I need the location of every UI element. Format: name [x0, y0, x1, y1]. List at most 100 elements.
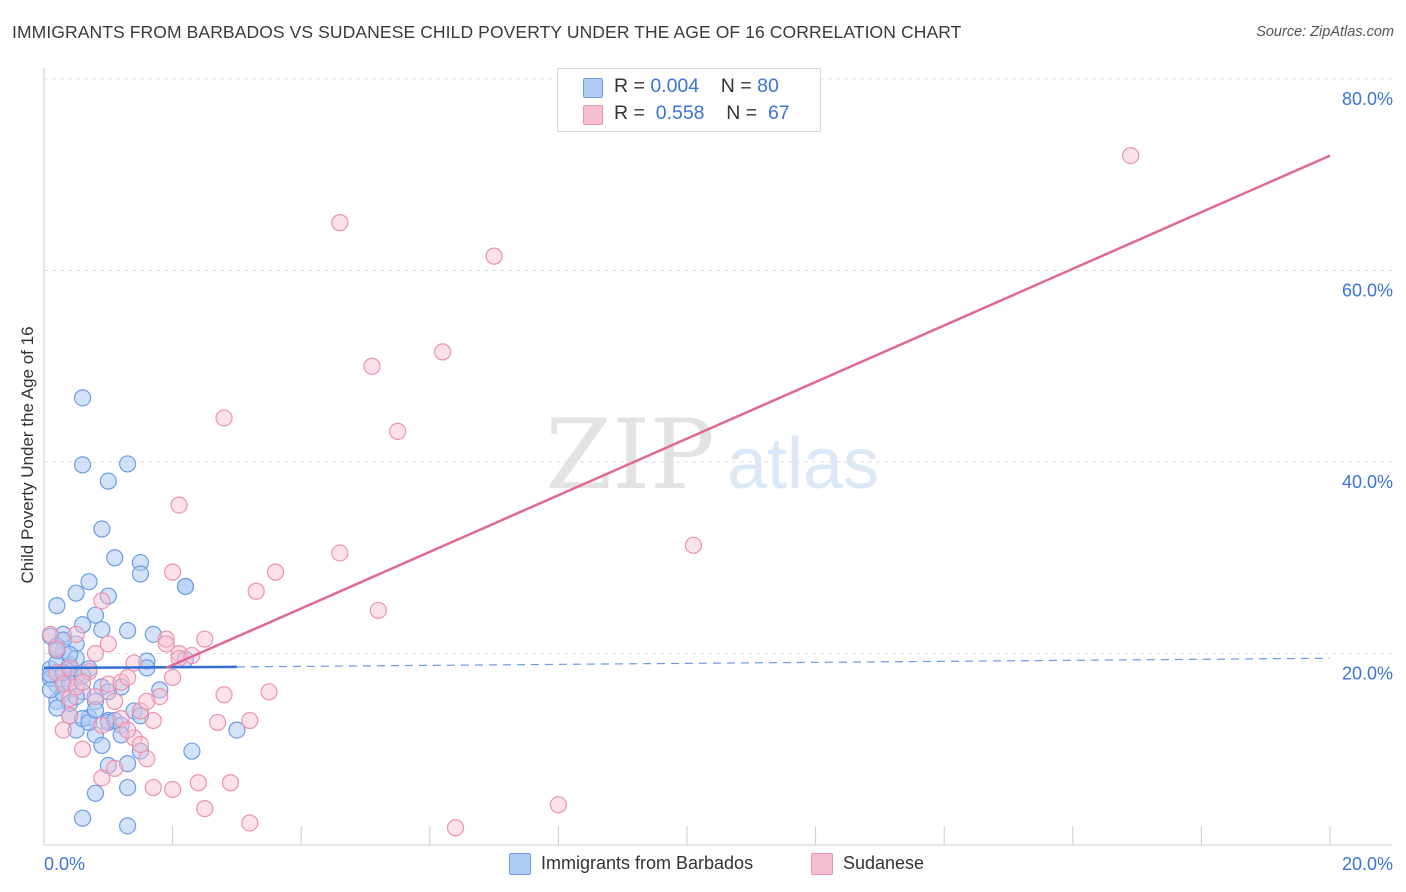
n-label: N =	[720, 75, 752, 97]
point-sudanese	[247, 582, 265, 600]
point-sudanese	[1122, 147, 1140, 165]
point-sudanese	[54, 675, 72, 693]
n-value-barbados: 80	[757, 75, 779, 97]
point-barbados	[144, 625, 162, 643]
x-tick-label: 0.0%	[44, 854, 85, 874]
point-barbados	[106, 549, 124, 567]
point-barbados	[73, 389, 92, 407]
point-sudanese	[106, 759, 124, 778]
point-barbados	[131, 565, 150, 583]
point-sudanese	[221, 774, 240, 792]
point-barbados	[73, 616, 92, 634]
point-sudanese	[73, 673, 92, 691]
y-tick-label: 60.0%	[1342, 281, 1393, 301]
point-sudanese	[241, 711, 259, 730]
y-axis-label: Child Poverty Under the Age of 16	[18, 326, 37, 584]
r-value-barbados: 0.004	[650, 75, 700, 97]
sudanese-swatch	[583, 105, 603, 125]
legend-swatch-barbados	[509, 853, 531, 875]
trend-sudanese	[165, 154, 1331, 670]
point-sudanese	[73, 740, 92, 758]
point-barbados	[86, 701, 105, 719]
point-sudanese	[215, 409, 233, 427]
trend-lines	[43, 154, 1331, 670]
legend-swatch-sudanese	[811, 853, 833, 875]
point-sudanese	[118, 668, 137, 687]
grid-lines	[44, 78, 1392, 654]
point-sudanese	[48, 640, 66, 658]
point-barbados	[67, 584, 85, 602]
point-sudanese	[164, 563, 182, 581]
point-sudanese	[99, 675, 117, 693]
point-sudanese	[196, 630, 214, 648]
point-sudanese	[67, 625, 85, 643]
point-sudanese	[106, 692, 124, 710]
point-barbados	[73, 456, 92, 474]
point-sudanese	[41, 625, 60, 643]
point-barbados	[176, 577, 195, 596]
point-barbados	[93, 620, 111, 639]
point-sudanese	[485, 247, 503, 265]
trend-barbados	[43, 665, 237, 670]
point-barbados	[86, 606, 105, 624]
point-barbados	[118, 621, 137, 640]
point-barbados	[86, 784, 105, 802]
point-sudanese	[164, 668, 182, 687]
point-sudanese	[434, 343, 452, 361]
legend-label-sudanese: Sudanese	[843, 853, 925, 873]
point-sudanese	[389, 422, 407, 440]
point-sudanese	[331, 214, 349, 232]
point-sudanese	[157, 635, 175, 653]
point-sudanese	[446, 819, 465, 837]
chart-title: IMMIGRANTS FROM BARBADOS VS SUDANESE CHI…	[12, 22, 962, 42]
point-sudanese	[138, 692, 156, 710]
stats-box: R = 0.004 N = 80 R = 0.558 N = 67	[557, 68, 821, 132]
n-value-sudanese: 67	[767, 102, 790, 124]
point-sudanese	[215, 686, 233, 704]
point-barbados	[48, 597, 66, 615]
point-sudanese	[131, 702, 150, 720]
point-sudanese	[118, 721, 137, 739]
point-barbados	[183, 742, 201, 760]
point-sudanese	[86, 687, 105, 706]
y-tick-label: 40.0%	[1342, 472, 1393, 492]
point-sudanese	[363, 357, 381, 375]
x-tick-label: 20.0%	[1342, 854, 1393, 874]
series-barbados-points	[41, 389, 246, 835]
barbados-swatch	[583, 78, 603, 98]
point-sudanese	[86, 644, 105, 663]
point-sudanese	[144, 778, 162, 797]
point-barbados	[93, 736, 111, 755]
legend-label-barbados: Immigrants from Barbados	[541, 853, 754, 873]
watermark-atlas: atlas	[727, 424, 879, 504]
point-sudanese	[164, 780, 182, 799]
point-sudanese	[331, 544, 349, 562]
point-sudanese	[54, 721, 72, 739]
point-barbados	[151, 681, 169, 699]
point-sudanese	[131, 735, 150, 754]
r-value-sudanese: 0.558	[655, 102, 705, 124]
point-sudanese	[170, 496, 188, 514]
point-sudanese	[93, 716, 111, 734]
point-sudanese	[241, 814, 259, 832]
point-barbados	[67, 687, 85, 706]
point-sudanese	[196, 800, 214, 818]
point-barbados	[228, 721, 246, 739]
point-sudanese	[369, 601, 387, 620]
point-sudanese	[138, 750, 156, 768]
point-sudanese	[93, 592, 111, 610]
point-barbados	[99, 472, 117, 490]
point-sudanese	[209, 713, 227, 732]
point-sudanese	[99, 635, 117, 653]
point-sudanese	[157, 630, 175, 648]
point-barbados	[118, 455, 137, 473]
point-sudanese	[144, 711, 162, 730]
point-barbados	[118, 778, 137, 797]
point-barbados	[93, 520, 111, 538]
point-barbados	[80, 573, 98, 591]
point-barbados	[118, 817, 137, 835]
source-credit: Source: ZipAtlas.com	[1256, 24, 1394, 40]
axes	[43, 68, 1392, 846]
point-barbados	[48, 699, 66, 717]
